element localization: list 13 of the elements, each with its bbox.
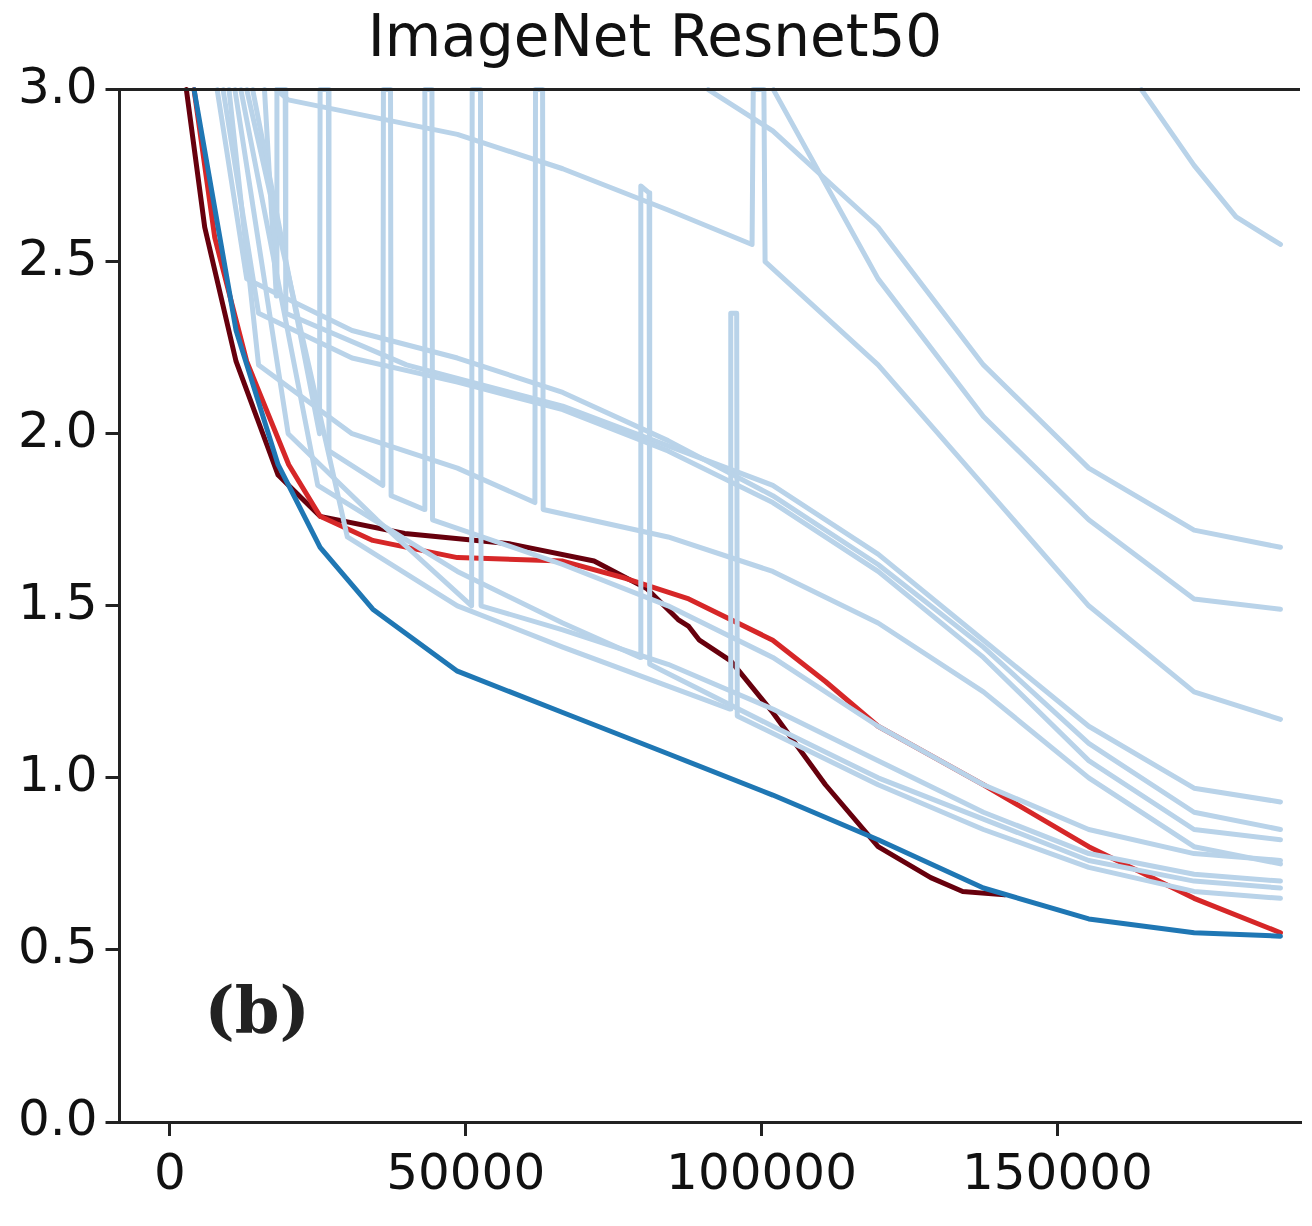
- chart-title: ImageNet Resnet50: [367, 1, 943, 70]
- x-tick-label: 50000: [386, 1142, 546, 1201]
- x-tick-label: 100000: [666, 1142, 857, 1201]
- y-tick-label: 0.0: [17, 1088, 98, 1147]
- annotation: (b): [204, 972, 310, 1047]
- y-tick-label: 0.5: [17, 916, 98, 975]
- y-tick-label: 1.5: [17, 572, 98, 631]
- x-tick-label: 150000: [961, 1142, 1153, 1201]
- x-tick-label: 0: [153, 1142, 186, 1201]
- y-tick-label: 1.0: [17, 744, 98, 803]
- y-tick-label: 3.0: [17, 56, 98, 115]
- y-tick-label: 2.0: [17, 400, 98, 459]
- y-tick-label: 2.5: [17, 228, 98, 287]
